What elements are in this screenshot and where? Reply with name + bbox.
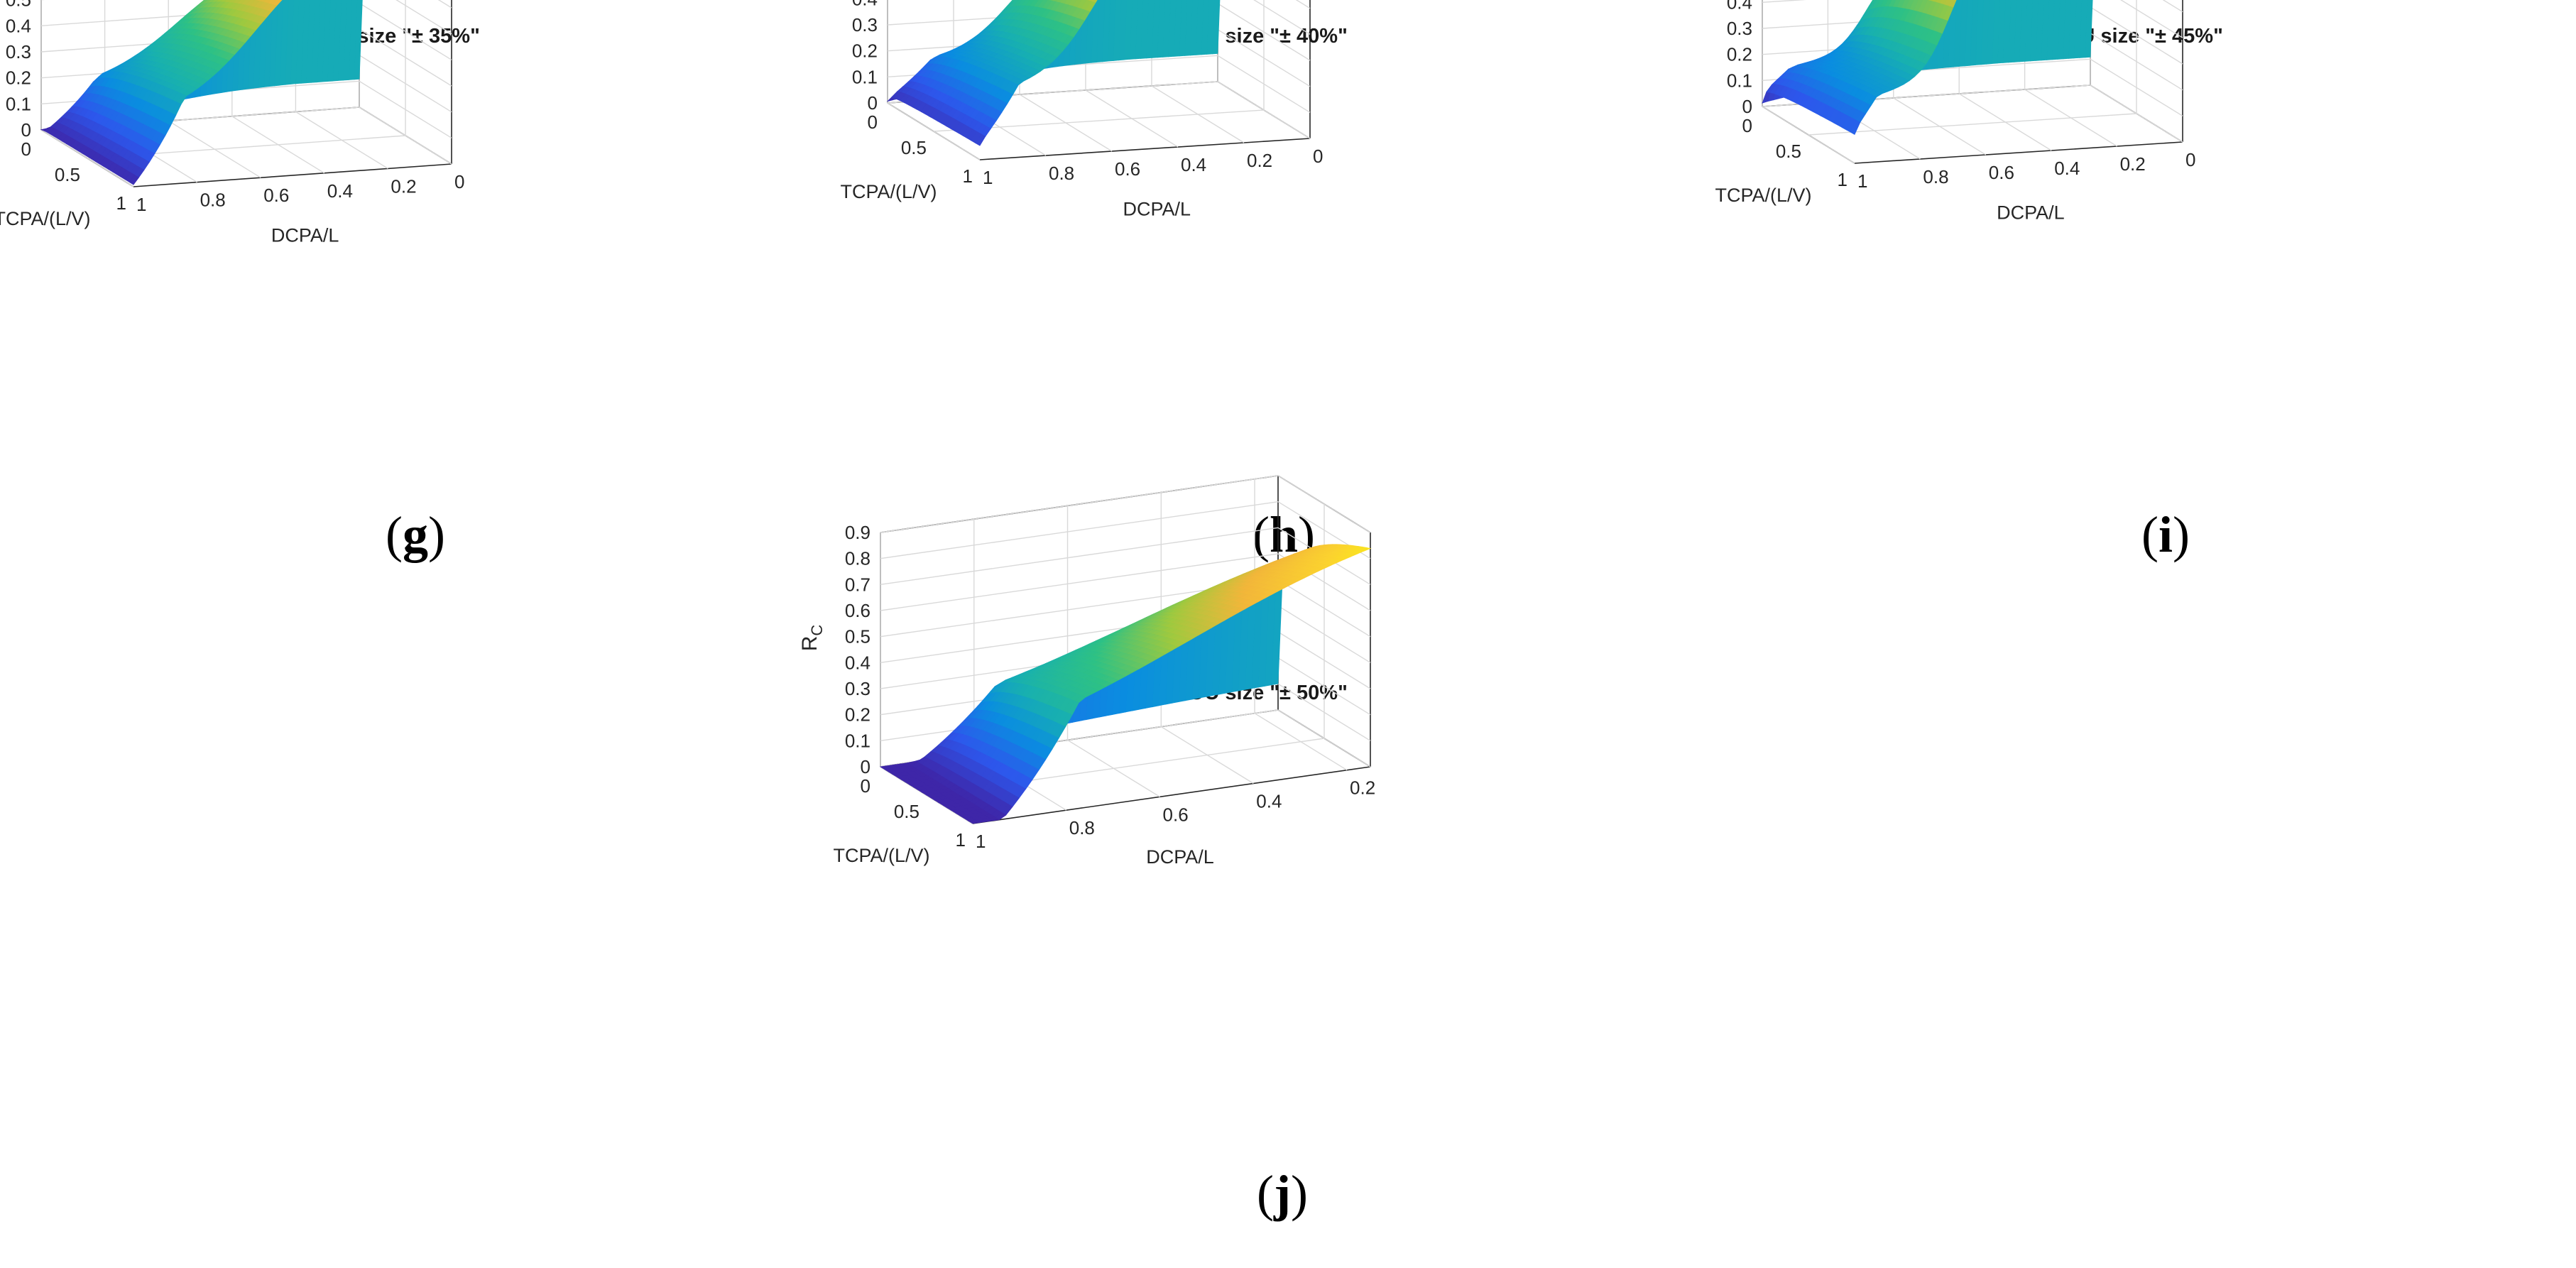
x-tick-label: 0 [868, 111, 878, 133]
y-tick-label: 1 [983, 167, 993, 188]
surface-patch [1850, 119, 1861, 135]
surface-mesh [886, 0, 1221, 146]
surface-patch [1195, 0, 1204, 55]
surface-patch [1189, 0, 1199, 56]
y-tick-label: 0.6 [1989, 162, 2014, 183]
y-tick-label: 0.8 [200, 190, 226, 211]
x-tick-label: 0 [1742, 115, 1752, 136]
y-axis-label: DCPA/L [271, 225, 339, 246]
caption-g: (g) [386, 506, 445, 563]
x-axis-label: TCPA/(L/V) [840, 181, 937, 202]
y-axis-label: DCPA/L [1997, 202, 2065, 224]
z-tick-label: 0.2 [1727, 44, 1752, 65]
x-tick-label: 1 [963, 165, 973, 187]
x-tick-label: 0 [21, 138, 31, 160]
y-tick-label: 0 [454, 171, 464, 192]
z-tick-label: 0.5 [6, 0, 31, 11]
x-tick-label: 0.5 [1776, 141, 1801, 162]
surface-patch [129, 174, 140, 185]
x-axis-label: TCPA/(L/V) [1715, 185, 1811, 206]
surface-mesh [1762, 0, 2093, 135]
surface-patch [1201, 0, 1209, 55]
surface-plot-g-svg: FOU size "± 35%"00.10.20.30.40.50.60.70.… [0, 0, 480, 246]
y-tick-label: 0.4 [2054, 158, 2080, 179]
z-tick-label: 0.4 [1727, 0, 1752, 13]
z-tick-label: 0.1 [852, 66, 878, 87]
surface-mesh [40, 0, 363, 185]
surface-plot-j-svg: FOU size "± 50%"00.10.20.30.40.50.60.70.… [798, 475, 1375, 868]
y-tick-label: 0.8 [1923, 166, 1948, 187]
y-tick-label: 0.8 [1049, 163, 1074, 184]
surface-plot-h: FOU size "± 40%"00.10.20.30.40.50.60.70.… [840, 0, 1713, 419]
z-tick-label: 0.3 [852, 14, 878, 35]
z-tick-label: 0.4 [6, 15, 31, 36]
z-tick-label: 0.3 [1727, 18, 1752, 39]
y-tick-label: 0.6 [1115, 158, 1140, 180]
z-tick-label: 0 [1742, 96, 1752, 117]
z-tick-label: 0.1 [1727, 70, 1752, 91]
y-axis-label: DCPA/L [1123, 199, 1191, 220]
x-tick-label: 1 [1838, 169, 1848, 190]
y-tick-label: 1 [136, 194, 146, 215]
z-tick-label: 0.2 [852, 40, 878, 62]
surface-plot-i-svg: FOU size "± 45%"00.10.20.30.40.50.60.70.… [1715, 0, 2223, 224]
surface-patch [1184, 0, 1193, 56]
z-tick-label: 0 [21, 119, 31, 141]
y-tick-label: 0.6 [263, 185, 289, 206]
x-tick-label: 1 [116, 192, 126, 214]
y-tick-label: 0 [2185, 149, 2195, 170]
y-tick-label: 0.2 [2120, 153, 2146, 175]
y-tick-label: 0.4 [327, 180, 353, 202]
surface-plot-j: FOU size "± 50%" 0 0.1 0.2 0.3 0.4 0.5 0.6 0.7 0.… [798, 475, 1720, 1083]
z-tick-label: 0 [868, 92, 878, 114]
caption-i: (i) [2141, 506, 2190, 563]
surface-plot-h-svg: FOU size "± 40%"00.10.20.30.40.50.60.70.… [840, 0, 1348, 220]
surface-patch [1173, 0, 1182, 57]
z-tick-label: 0.2 [6, 67, 31, 89]
surface-patch [975, 133, 986, 146]
surface-plot-i: FOU size "± 45%"00.10.20.30.40.50.60.70.… [1715, 0, 2576, 419]
surface-mesh [879, 544, 1372, 824]
surface-patch [1211, 0, 1221, 55]
y-tick-label: 0.4 [1181, 154, 1206, 175]
z-tick-label: 0.3 [6, 41, 31, 62]
x-tick-label: 0.5 [55, 164, 80, 185]
surface-plot-g: FOU size "± 35%"00.10.20.30.40.50.60.70.… [0, 0, 852, 419]
y-tick-label: 1 [1857, 170, 1867, 192]
x-tick-label: 0.5 [901, 137, 927, 158]
x-axis-label: TCPA/(L/V) [0, 208, 91, 229]
surface-patch [1206, 0, 1215, 55]
z-tick-label: 0.4 [852, 0, 878, 9]
y-tick-label: 0.2 [391, 175, 416, 197]
y-tick-label: 0 [1313, 146, 1323, 167]
y-tick-label: 0.2 [1247, 150, 1272, 171]
z-tick-label: 0.1 [6, 93, 31, 114]
